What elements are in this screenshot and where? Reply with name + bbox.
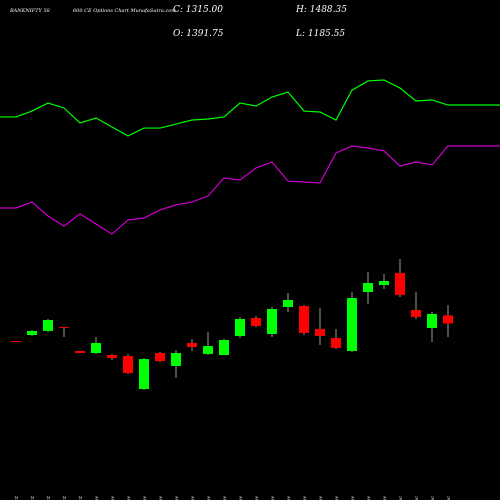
candle-body <box>251 317 261 326</box>
high-label: H: 1488.35 <box>295 5 347 15</box>
x-tick-label: 27 Oct <box>14 495 20 500</box>
x-tick-label: 26 Nov <box>350 496 356 500</box>
candle-body <box>203 346 213 354</box>
candle-body <box>331 338 341 348</box>
chart-subtitle: 600 CE Options Chart MunafaSutra.com <box>73 8 176 14</box>
x-tick-label: 11 Nov <box>174 496 180 500</box>
candle-body <box>427 313 437 328</box>
x-tick-label: 17 Nov <box>238 496 244 500</box>
close-label: C: 1315.00 <box>173 5 223 15</box>
candle-body <box>395 272 405 295</box>
x-tick-label: 03 Nov <box>94 496 100 500</box>
candle-body <box>27 330 37 335</box>
x-tick-label: 10 Nov <box>158 496 164 500</box>
x-tick-label: 24 Nov <box>318 496 324 500</box>
candle-body <box>123 355 133 373</box>
candle-body <box>91 342 101 354</box>
x-tick-label: 28 Nov <box>382 496 388 500</box>
candle-body <box>43 319 53 331</box>
candle-body <box>347 298 357 352</box>
chart-title: BANKNIFTY 58 <box>9 8 50 14</box>
candle-body <box>235 319 245 337</box>
open-label: O: 1391.75 <box>173 29 224 39</box>
x-tick-label: 06 Nov <box>126 496 132 500</box>
x-tick-label: 07 Nov <box>142 496 148 500</box>
x-tick-label: 30 Oct <box>62 495 68 500</box>
x-tick-label: 25 Nov <box>334 496 340 500</box>
candle-body <box>171 353 181 367</box>
line <box>0 79 500 137</box>
candle-body <box>379 281 389 286</box>
x-tick-label: 19 Nov <box>270 496 276 500</box>
candle-body <box>139 359 149 390</box>
candle-body <box>219 340 229 356</box>
candle-body <box>443 315 453 324</box>
x-tick-label: 29 Oct <box>46 495 52 500</box>
line <box>0 145 500 235</box>
x-tick-label: 13 Nov <box>206 496 212 500</box>
candle-body <box>155 353 165 362</box>
x-tick-label: 01 Dec <box>398 496 404 500</box>
x-tick-label: 21 Nov <box>302 496 308 500</box>
x-tick-label: 14 Nov <box>222 496 228 500</box>
x-tick-label: 20 Nov <box>286 496 292 500</box>
candle-body <box>315 328 325 337</box>
x-tick-label: 31 Oct <box>78 495 84 500</box>
x-tick-label: 18 Nov <box>254 496 260 500</box>
candle-body <box>411 309 421 318</box>
candle-body <box>299 306 309 333</box>
candle-body <box>187 342 197 348</box>
x-tick-label: 02 Dec <box>414 496 420 500</box>
x-tick-label: 04 Nov <box>110 496 116 500</box>
candle-body <box>283 300 293 307</box>
candle-body <box>59 327 69 329</box>
x-tick-label: 12 Nov <box>190 496 196 500</box>
candle-body <box>267 308 277 335</box>
candle-body <box>75 351 85 354</box>
candle-body <box>107 355 117 358</box>
x-tick-label: 03 Dec <box>430 496 436 500</box>
candle-body <box>363 283 373 292</box>
x-tick-label: 27 Nov <box>366 496 372 500</box>
low-label: L: 1185.55 <box>295 29 345 39</box>
x-tick-label: 28 Oct <box>30 495 36 500</box>
x-tick-label: 04 Dec <box>446 496 452 500</box>
candle-body <box>11 340 21 343</box>
